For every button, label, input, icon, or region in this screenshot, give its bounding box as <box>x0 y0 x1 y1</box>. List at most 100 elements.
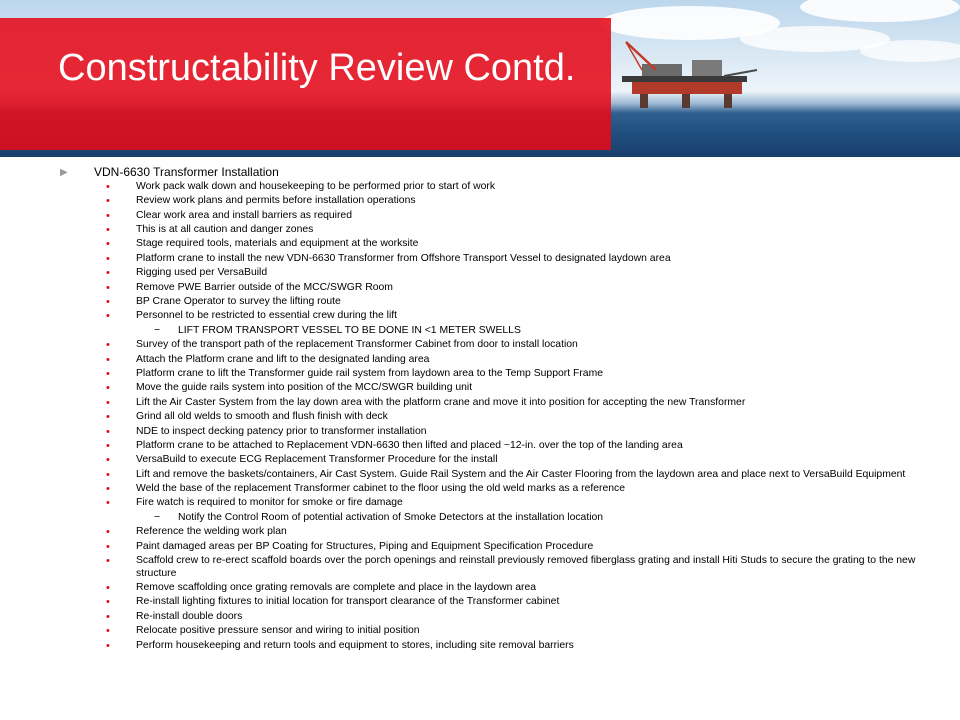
dot-icon: • <box>106 267 110 280</box>
list-item-text: Platform crane to install the new VDN-66… <box>136 252 671 264</box>
sub-list-item: − Notify the Control Room of potential ac… <box>60 512 940 525</box>
dot-icon: • <box>106 526 110 539</box>
dot-icon: • <box>106 310 110 323</box>
dot-icon: • <box>106 180 110 193</box>
dot-icon: • <box>106 296 110 309</box>
list-item-text: Survey of the transport path of the repl… <box>136 339 578 351</box>
list-item-text: Lift the Air Caster System from the lay … <box>136 396 746 408</box>
list-item-text: Lift and remove the baskets/containers, … <box>136 468 906 480</box>
dot-icon: • <box>106 639 110 652</box>
list-item-text: Relocate positive pressure sensor and wi… <box>136 625 420 637</box>
list-item-text: Perform housekeeping and return tools an… <box>136 639 574 651</box>
list-item-text: Remove scaffolding once grating removals… <box>136 581 537 593</box>
dot-icon: • <box>106 281 110 294</box>
list-item-text: Re-install lighting fixtures to initial … <box>136 596 560 608</box>
dot-icon: • <box>106 411 110 424</box>
slide-content: ▶ VDN-6630 Transformer Installation • Wor… <box>60 165 940 652</box>
list-item-text: Review work plans and permits before ins… <box>136 195 416 207</box>
list-item-text: Rigging used per VersaBuild <box>136 267 268 279</box>
list-item: • Scaffold crew to re-erect scaffold boar… <box>60 555 940 580</box>
dot-icon: • <box>106 252 110 265</box>
oil-platform-icon <box>622 41 758 108</box>
list-item: • Rigging used per VersaBuild <box>60 267 940 280</box>
list-item-text: BP Crane Operator to survey the lifting … <box>136 296 341 308</box>
bullet-list: • Work pack walk down and housekeeping to… <box>60 181 940 652</box>
dot-icon: • <box>106 540 110 553</box>
list-item-text: Platform crane to be attached to Replace… <box>136 439 683 451</box>
list-item: • Lift and remove the baskets/containers,… <box>60 469 940 482</box>
list-item-text: Notify the Control Room of potential act… <box>178 511 604 523</box>
dot-icon: • <box>106 425 110 438</box>
cloud <box>800 0 960 22</box>
dot-icon: • <box>106 224 110 237</box>
slide-title: Constructability Review Contd. <box>58 47 576 89</box>
list-item: • Re-install double doors <box>60 611 940 624</box>
list-item-text: Personnel to be restricted to essential … <box>136 310 398 322</box>
list-item-text: NDE to inspect decking patency prior to … <box>136 425 427 437</box>
list-item: • Remove PWE Barrier outside of the MCC/S… <box>60 282 940 295</box>
dash-icon: − <box>154 324 161 336</box>
list-item-text: Remove PWE Barrier outside of the MCC/SW… <box>136 281 393 293</box>
list-item: • This is at all caution and danger zones <box>60 224 940 237</box>
list-item: • Move the guide rails system into positi… <box>60 382 940 395</box>
dot-icon: • <box>106 195 110 208</box>
list-item: • Platform crane to lift the Transformer … <box>60 368 940 381</box>
dot-icon: • <box>106 367 110 380</box>
list-item-text: Scaffold crew to re-erect scaffold board… <box>136 555 916 579</box>
list-item: • Grind all old welds to smooth and flush… <box>60 411 940 424</box>
list-item: • Clear work area and install barriers as… <box>60 210 940 223</box>
dot-icon: • <box>106 339 110 352</box>
list-item-text: Re-install double doors <box>136 610 243 622</box>
list-item: • Stage required tools, materials and equ… <box>60 238 940 251</box>
list-item: • Remove scaffolding once grating removal… <box>60 582 940 595</box>
list-item-text: This is at all caution and danger zones <box>136 224 314 236</box>
list-item-text: Move the guide rails system into positio… <box>136 382 473 394</box>
list-item-text: Attach the Platform crane and lift to th… <box>136 353 430 365</box>
list-item-text: Grind all old welds to smooth and flush … <box>136 411 388 423</box>
list-item: • BP Crane Operator to survey the lifting… <box>60 296 940 309</box>
section-heading-text: VDN-6630 Transformer Installation <box>94 165 279 179</box>
sub-list-item: − LIFT FROM TRANSPORT VESSEL TO BE DONE I… <box>60 325 940 338</box>
list-item-text: Clear work area and install barriers as … <box>136 209 352 221</box>
list-item: • Survey of the transport path of the rep… <box>60 339 940 352</box>
dot-icon: • <box>106 396 110 409</box>
dot-icon: • <box>106 454 110 467</box>
list-item: • Fire watch is required to monitor for s… <box>60 497 940 510</box>
list-item: • Paint damaged areas per BP Coating for … <box>60 541 940 554</box>
list-item-text: Work pack walk down and housekeeping to … <box>136 180 496 192</box>
dot-icon: • <box>106 209 110 222</box>
dot-icon: • <box>106 497 110 510</box>
list-item: • Weld the base of the replacement Transf… <box>60 483 940 496</box>
dot-icon: • <box>106 555 110 568</box>
list-item: • Lift the Air Caster System from the lay… <box>60 397 940 410</box>
dot-icon: • <box>106 382 110 395</box>
list-item-text: Weld the base of the replacement Transfo… <box>136 483 626 495</box>
dot-icon: • <box>106 581 110 594</box>
dash-icon: − <box>154 511 161 523</box>
list-item-text: Reference the welding work plan <box>136 526 287 538</box>
cloud <box>860 40 960 62</box>
list-item: • NDE to inspect decking patency prior to… <box>60 426 940 439</box>
list-item-text: VersaBuild to execute ECG Replacement Tr… <box>136 454 498 466</box>
list-item: • Relocate positive pressure sensor and w… <box>60 625 940 638</box>
list-item-text: LIFT FROM TRANSPORT VESSEL TO BE DONE IN… <box>178 324 521 336</box>
list-item: • Personnel to be restricted to essential… <box>60 310 940 323</box>
dot-icon: • <box>106 468 110 481</box>
list-item: • VersaBuild to execute ECG Replacement T… <box>60 454 940 467</box>
dot-icon: • <box>106 596 110 609</box>
dot-icon: • <box>106 353 110 366</box>
list-item-text: Fire watch is required to monitor for sm… <box>136 497 403 509</box>
title-box: Constructability Review Contd. <box>0 18 611 150</box>
list-item: • Platform crane to be attached to Replac… <box>60 440 940 453</box>
list-item: • Platform crane to install the new VDN-6… <box>60 253 940 266</box>
list-item: • Perform housekeeping and return tools a… <box>60 640 940 653</box>
dot-icon: • <box>106 439 110 452</box>
section-heading: ▶ VDN-6630 Transformer Installation <box>60 165 940 179</box>
dot-icon: • <box>106 238 110 251</box>
list-item-text: Platform crane to lift the Transformer g… <box>136 367 604 379</box>
list-item-text: Paint damaged areas per BP Coating for S… <box>136 540 594 552</box>
dot-icon: • <box>106 625 110 638</box>
list-item: • Work pack walk down and housekeeping to… <box>60 181 940 194</box>
list-item: • Reference the welding work plan <box>60 526 940 539</box>
dot-icon: • <box>106 483 110 496</box>
